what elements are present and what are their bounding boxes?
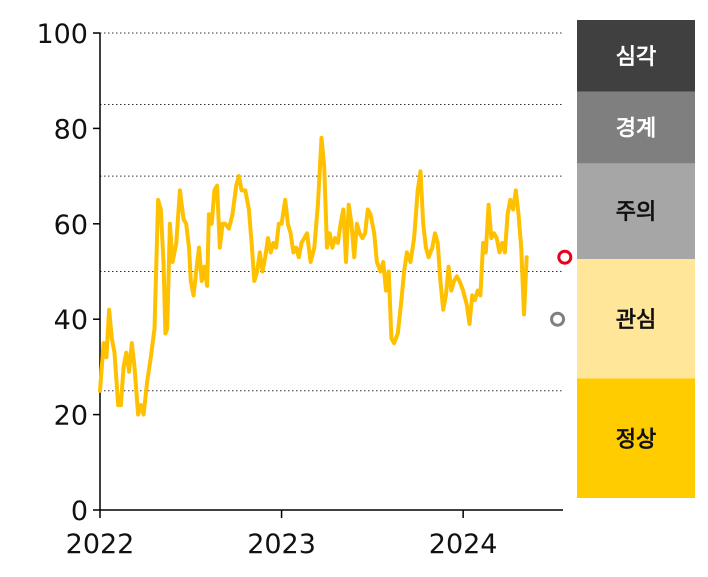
highlight-point-0	[550, 311, 566, 327]
band-label-1: 관심	[616, 308, 656, 333]
highlight-points	[550, 249, 573, 327]
gridlines	[100, 32, 563, 392]
y-tick-label-2: 40	[54, 305, 88, 336]
series-line-0	[98, 135, 529, 417]
highlight-point-1	[557, 249, 573, 265]
y-tick-label-0: 0	[71, 496, 88, 527]
band-label-2: 주의	[616, 200, 656, 225]
band-0	[577, 378, 695, 498]
y-tick-label-3: 60	[54, 210, 88, 241]
axes: 0 20 40 60 80 100 2022 2023 2024	[36, 19, 563, 560]
band-2	[577, 163, 695, 259]
x-tick-label-2: 2024	[429, 529, 498, 560]
x-tick-label-0: 2022	[66, 529, 135, 560]
y-tick-label-1: 20	[54, 401, 88, 432]
band-1	[577, 259, 695, 379]
y-tick-label-5: 100	[36, 19, 88, 50]
threshold-bands: 정상 관심 주의 경계 심각	[577, 20, 695, 498]
band-label-0: 정상	[616, 427, 656, 452]
band-label-3: 경계	[616, 117, 656, 142]
x-tick-label-1: 2023	[247, 529, 316, 560]
band-3	[577, 91, 695, 164]
series-layer	[98, 135, 529, 417]
band-4	[577, 20, 695, 92]
band-label-4: 심각	[616, 45, 656, 70]
y-tick-label-4: 80	[54, 114, 88, 145]
